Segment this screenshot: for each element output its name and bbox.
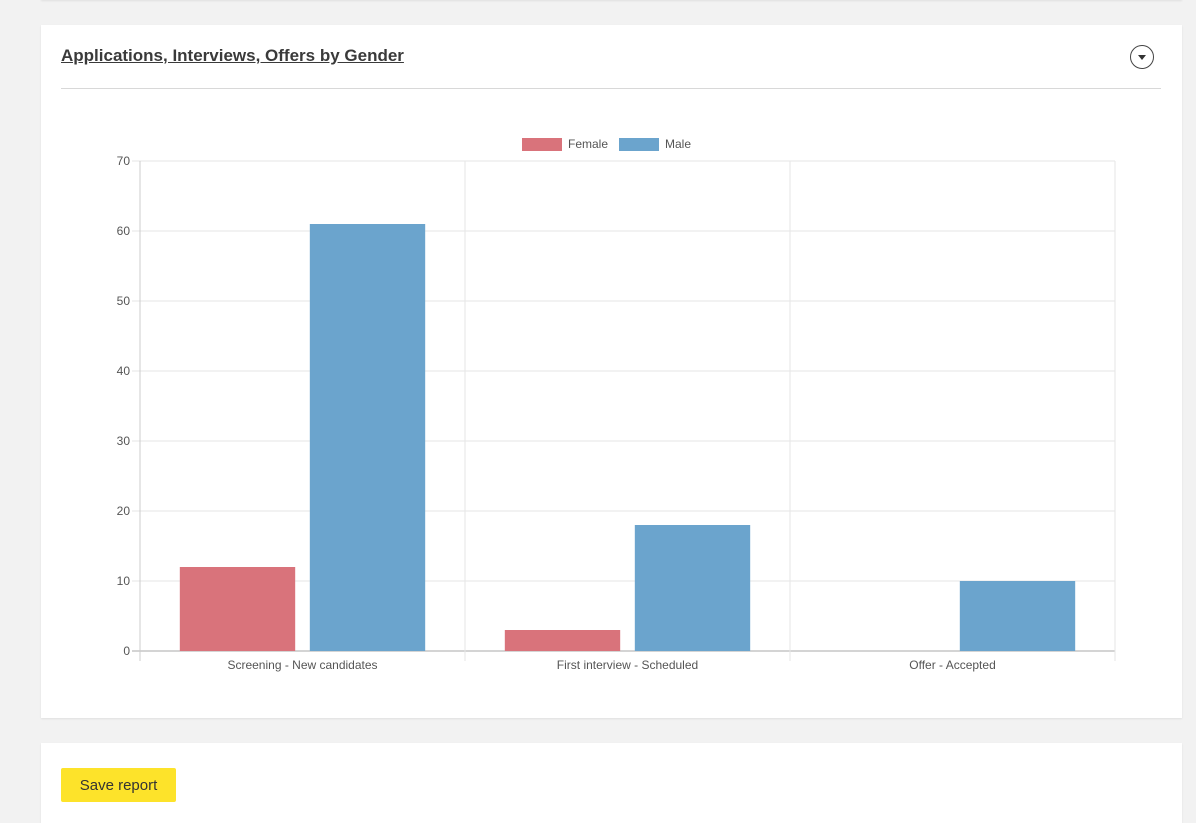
bar-male <box>309 224 426 651</box>
actions-card: Save report <box>41 743 1182 823</box>
y-tick-label: 50 <box>117 294 131 308</box>
y-tick-label: 0 <box>123 644 130 658</box>
report-card: Applications, Interviews, Offers by Gend… <box>41 25 1182 718</box>
x-tick-label: First interview - Scheduled <box>557 658 698 672</box>
y-tick-label: 30 <box>117 434 131 448</box>
bar-chart: 0 10 20 30 40 50 60 70 Screening - New candidate… <box>117 137 1116 672</box>
bar-female <box>504 630 621 651</box>
legend-label-male: Male <box>665 137 691 151</box>
save-report-button[interactable]: Save report <box>61 768 176 802</box>
y-tick-label: 10 <box>117 574 131 588</box>
y-tick-label: 60 <box>117 224 131 238</box>
bar-male <box>634 525 751 651</box>
chevron-down-icon[interactable] <box>1130 45 1154 69</box>
title-divider <box>61 88 1161 89</box>
legend-swatch-female <box>522 138 562 151</box>
legend-label-female: Female <box>568 137 608 151</box>
y-tick-label: 20 <box>117 504 131 518</box>
bar-male <box>959 581 1076 651</box>
legend-swatch-male <box>619 138 659 151</box>
y-tick-label: 40 <box>117 364 131 378</box>
x-tick-label: Screening - New candidates <box>227 658 377 672</box>
report-title[interactable]: Applications, Interviews, Offers by Gend… <box>61 46 404 65</box>
x-tick-label: Offer - Accepted <box>909 658 996 672</box>
y-tick-label: 70 <box>117 154 131 168</box>
bar-female <box>179 567 296 651</box>
